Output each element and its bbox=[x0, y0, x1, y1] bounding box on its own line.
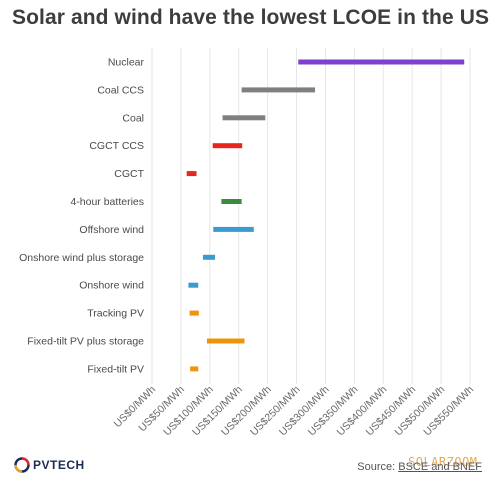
range-bar bbox=[213, 226, 254, 232]
range-bar bbox=[202, 254, 216, 260]
range-bar bbox=[186, 171, 197, 177]
category-label: Fixed-tilt PV bbox=[87, 363, 144, 375]
category-label: Nuclear bbox=[108, 57, 145, 69]
source-link[interactable]: BSCE and BNEF bbox=[398, 461, 482, 473]
source-prefix: Source: bbox=[357, 461, 396, 473]
category-label: CGCT bbox=[114, 168, 144, 180]
category-label: Fixed-tilt PV plus storage bbox=[27, 336, 144, 348]
category-label: Tracking PV bbox=[87, 308, 144, 320]
solarzoom-watermark: SOLARZOOM bbox=[408, 455, 478, 469]
range-bar bbox=[212, 143, 243, 149]
category-labels: Nuclear Coal CCS Coal CGCT CCS CGCT 4-hour ba… bbox=[19, 57, 144, 376]
pvtech-logo: PVTECH bbox=[14, 457, 85, 473]
range-bar bbox=[188, 282, 199, 288]
range-bar bbox=[298, 59, 465, 65]
range-bar bbox=[189, 310, 199, 316]
range-bar bbox=[206, 338, 245, 344]
category-label: Coal CCS bbox=[97, 84, 144, 96]
x-tick-labels: US$0/MWhUS$50/MWhUS$100/MWhUS$150/MWhUS$… bbox=[112, 384, 477, 439]
pvtech-logo-icon bbox=[14, 457, 30, 473]
source-note: Source: BSCE and BNEF bbox=[357, 461, 482, 473]
category-label: Onshore wind bbox=[79, 280, 144, 292]
category-label: Coal bbox=[122, 112, 144, 124]
chart-title: Solar and wind have the lowest LCOE in t… bbox=[12, 6, 490, 29]
range-bar bbox=[241, 87, 316, 93]
category-label: Offshore wind bbox=[79, 224, 144, 236]
range-bar bbox=[222, 115, 266, 121]
category-label: Onshore wind plus storage bbox=[19, 252, 144, 264]
range-bar bbox=[221, 199, 242, 204]
logo-text: PVTECH bbox=[33, 458, 85, 472]
category-label: 4-hour batteries bbox=[70, 196, 144, 208]
gridlines bbox=[151, 48, 471, 384]
range-bar bbox=[190, 366, 199, 372]
category-label: CGCT CCS bbox=[89, 140, 144, 152]
range-bars bbox=[186, 59, 465, 372]
